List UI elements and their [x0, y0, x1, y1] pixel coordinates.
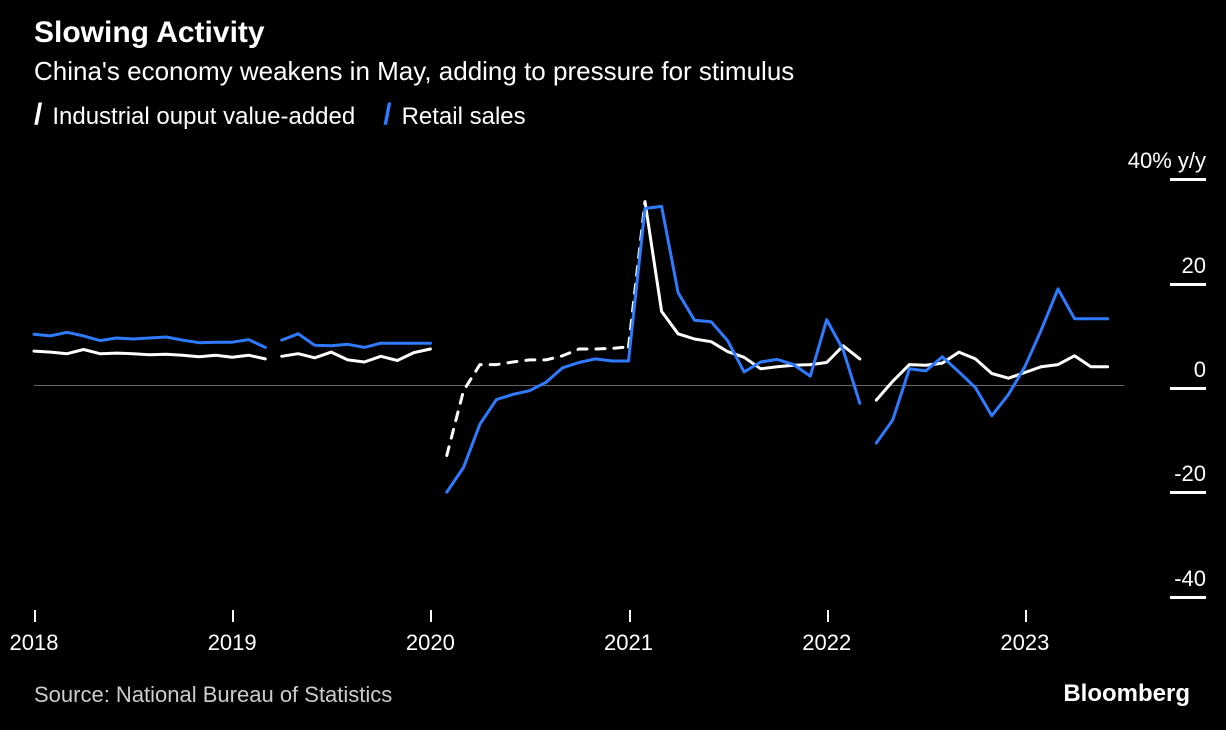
legend-item-industrial: / Industrial ouput value-added — [34, 102, 355, 132]
x-tick-mark — [430, 610, 432, 622]
y-axis: 40% y/y 20 0 -20 -40 — [1116, 150, 1206, 620]
x-tick-label: 2023 — [1000, 630, 1049, 656]
y-tick-label: 0 — [1194, 357, 1206, 383]
legend-label-retail: Retail sales — [402, 103, 526, 131]
x-tick-label: 2019 — [208, 630, 257, 656]
legend-swatch-retail: / — [383, 100, 391, 130]
x-tick-label: 2021 — [604, 630, 653, 656]
y-tick-mark — [1170, 178, 1206, 181]
legend: / Industrial ouput value-added / Retail … — [34, 102, 526, 132]
y-tick-label: -20 — [1174, 461, 1206, 487]
x-tick-mark — [629, 610, 631, 622]
y-tick-label: 40% y/y — [1128, 148, 1206, 174]
y-tick-mark — [1170, 596, 1206, 599]
x-tick-mark — [34, 610, 36, 622]
x-tick-label: 2018 — [10, 630, 59, 656]
series-line — [662, 206, 860, 403]
chart-title: Slowing Activity — [34, 16, 265, 50]
x-tick-label: 2020 — [406, 630, 455, 656]
chart-subtitle: China's economy weakens in May, adding t… — [34, 56, 794, 87]
brand-logo: Bloomberg — [1063, 680, 1190, 708]
y-tick-label: -40 — [1174, 566, 1206, 592]
series-line — [34, 350, 265, 359]
legend-swatch-industrial: / — [34, 100, 42, 130]
series-line — [282, 334, 431, 348]
series-line — [876, 352, 1107, 400]
y-tick-mark — [1170, 491, 1206, 494]
legend-item-retail: / Retail sales — [383, 102, 525, 132]
y-tick-label: 20 — [1182, 253, 1206, 279]
chart-container: Slowing Activity China's economy weakens… — [0, 0, 1226, 730]
x-tick-mark — [827, 610, 829, 622]
legend-label-industrial: Industrial ouput value-added — [52, 103, 355, 131]
series-line — [34, 332, 265, 347]
series-line — [447, 206, 662, 492]
x-tick-label: 2022 — [802, 630, 851, 656]
y-tick-mark — [1170, 283, 1206, 286]
line-series-svg — [34, 150, 1124, 620]
source-attribution: Source: National Bureau of Statistics — [34, 682, 392, 708]
x-tick-mark — [232, 610, 234, 622]
x-tick-mark — [1025, 610, 1027, 622]
plot-area — [34, 150, 1124, 620]
y-tick-mark — [1170, 387, 1206, 390]
series-line — [282, 349, 431, 362]
x-axis: 201820192020202120222023 — [34, 630, 1124, 660]
